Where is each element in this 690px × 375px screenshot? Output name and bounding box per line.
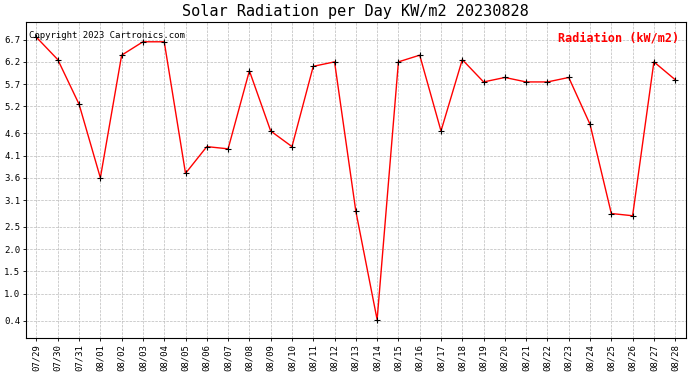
Text: Copyright 2023 Cartronics.com: Copyright 2023 Cartronics.com: [29, 31, 185, 40]
Title: Solar Radiation per Day KW/m2 20230828: Solar Radiation per Day KW/m2 20230828: [182, 4, 529, 19]
Text: Radiation (kW/m2): Radiation (kW/m2): [558, 31, 679, 44]
